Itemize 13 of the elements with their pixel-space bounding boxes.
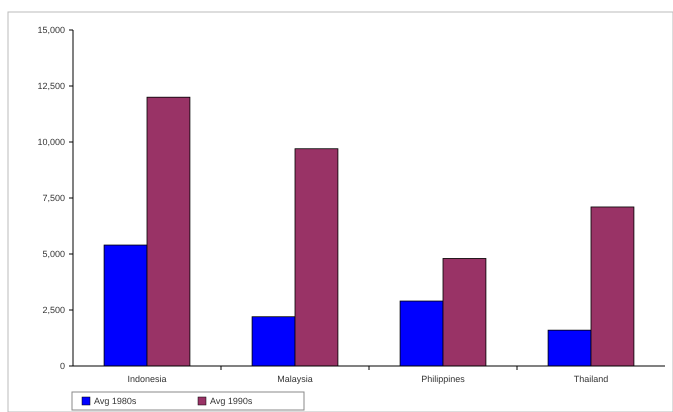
x-tick-label: Philippines [421, 374, 466, 384]
y-tick-label: 15,000 [37, 25, 65, 36]
y-tick-label: 0 [60, 361, 65, 372]
legend-label: Avg 1980s [94, 396, 137, 406]
x-tick-label: Malaysia [277, 374, 313, 384]
x-tick-label: Indonesia [127, 374, 167, 384]
x-tick-label: Thailand [574, 374, 608, 384]
y-tick-label: 12,500 [37, 81, 65, 92]
y-tick-label: 2,500 [42, 305, 65, 316]
legend-label: Avg 1990s [210, 396, 253, 406]
y-tick-label: 5,000 [42, 249, 65, 260]
y-tick-label: 7,500 [42, 193, 65, 204]
y-tick-label: 10,000 [37, 137, 65, 148]
